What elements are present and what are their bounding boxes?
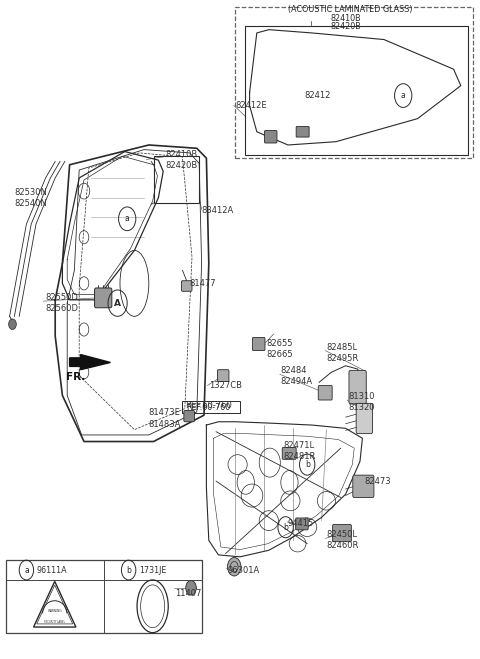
Bar — [245, 26, 468, 155]
Text: 82420B: 82420B — [330, 22, 361, 32]
FancyBboxPatch shape — [95, 288, 112, 308]
Text: b: b — [283, 523, 288, 532]
Text: b: b — [126, 565, 131, 575]
Text: 82655
82665: 82655 82665 — [266, 339, 293, 359]
Text: 11407: 11407 — [175, 588, 202, 598]
Text: 82530N
82540N: 82530N 82540N — [14, 188, 47, 208]
Text: 82450L
82460R: 82450L 82460R — [326, 530, 359, 550]
Bar — [154, 156, 199, 203]
Text: 82485L
82495R: 82485L 82495R — [326, 343, 359, 362]
Text: (ACOUSTIC LAMINATED GLASS): (ACOUSTIC LAMINATED GLASS) — [288, 5, 413, 14]
Text: WARNING: WARNING — [48, 610, 62, 614]
FancyBboxPatch shape — [282, 447, 296, 459]
FancyBboxPatch shape — [181, 281, 192, 291]
Circle shape — [186, 581, 196, 595]
Circle shape — [9, 319, 16, 330]
FancyBboxPatch shape — [356, 403, 372, 434]
FancyBboxPatch shape — [353, 475, 374, 498]
Text: 96301A: 96301A — [228, 565, 260, 575]
Circle shape — [228, 558, 241, 576]
Text: 82410B
82420B: 82410B 82420B — [166, 150, 198, 170]
Polygon shape — [70, 355, 110, 370]
Text: A: A — [114, 299, 121, 308]
FancyBboxPatch shape — [349, 370, 366, 404]
Text: a: a — [401, 91, 406, 100]
Text: 1327CB: 1327CB — [209, 381, 242, 390]
Text: 82412: 82412 — [305, 91, 331, 100]
Text: 82410B: 82410B — [330, 14, 361, 24]
Text: SECURITY LABEL: SECURITY LABEL — [44, 619, 65, 623]
Text: 83412A: 83412A — [202, 206, 234, 215]
Bar — [235, 7, 473, 158]
Text: FR.: FR. — [66, 372, 85, 382]
Text: b: b — [305, 460, 310, 469]
Text: 81473E
81483A: 81473E 81483A — [149, 409, 181, 428]
Text: 1731JE: 1731JE — [139, 565, 167, 575]
FancyBboxPatch shape — [318, 386, 332, 400]
Text: a: a — [24, 565, 29, 575]
Text: 81477: 81477 — [190, 279, 216, 288]
FancyBboxPatch shape — [296, 518, 308, 530]
FancyBboxPatch shape — [264, 130, 277, 143]
Text: REF.60-760: REF.60-760 — [185, 401, 232, 410]
FancyBboxPatch shape — [296, 127, 309, 137]
FancyBboxPatch shape — [333, 525, 351, 542]
FancyBboxPatch shape — [252, 337, 265, 351]
Text: 82550D
82560D: 82550D 82560D — [46, 293, 79, 313]
FancyBboxPatch shape — [184, 411, 194, 422]
FancyBboxPatch shape — [217, 370, 229, 382]
Text: 82484
82494A: 82484 82494A — [281, 366, 313, 386]
Text: 94415: 94415 — [288, 519, 314, 529]
Text: REF.60-760: REF.60-760 — [186, 403, 230, 412]
Text: 81310
81320: 81310 81320 — [348, 392, 374, 412]
Text: a: a — [125, 214, 130, 223]
Text: 82412E: 82412E — [235, 101, 267, 110]
Text: 82473: 82473 — [365, 476, 391, 486]
Text: 82471L
82481R: 82471L 82481R — [283, 442, 315, 461]
Text: 96111A: 96111A — [37, 565, 68, 575]
Bar — [6, 560, 202, 633]
